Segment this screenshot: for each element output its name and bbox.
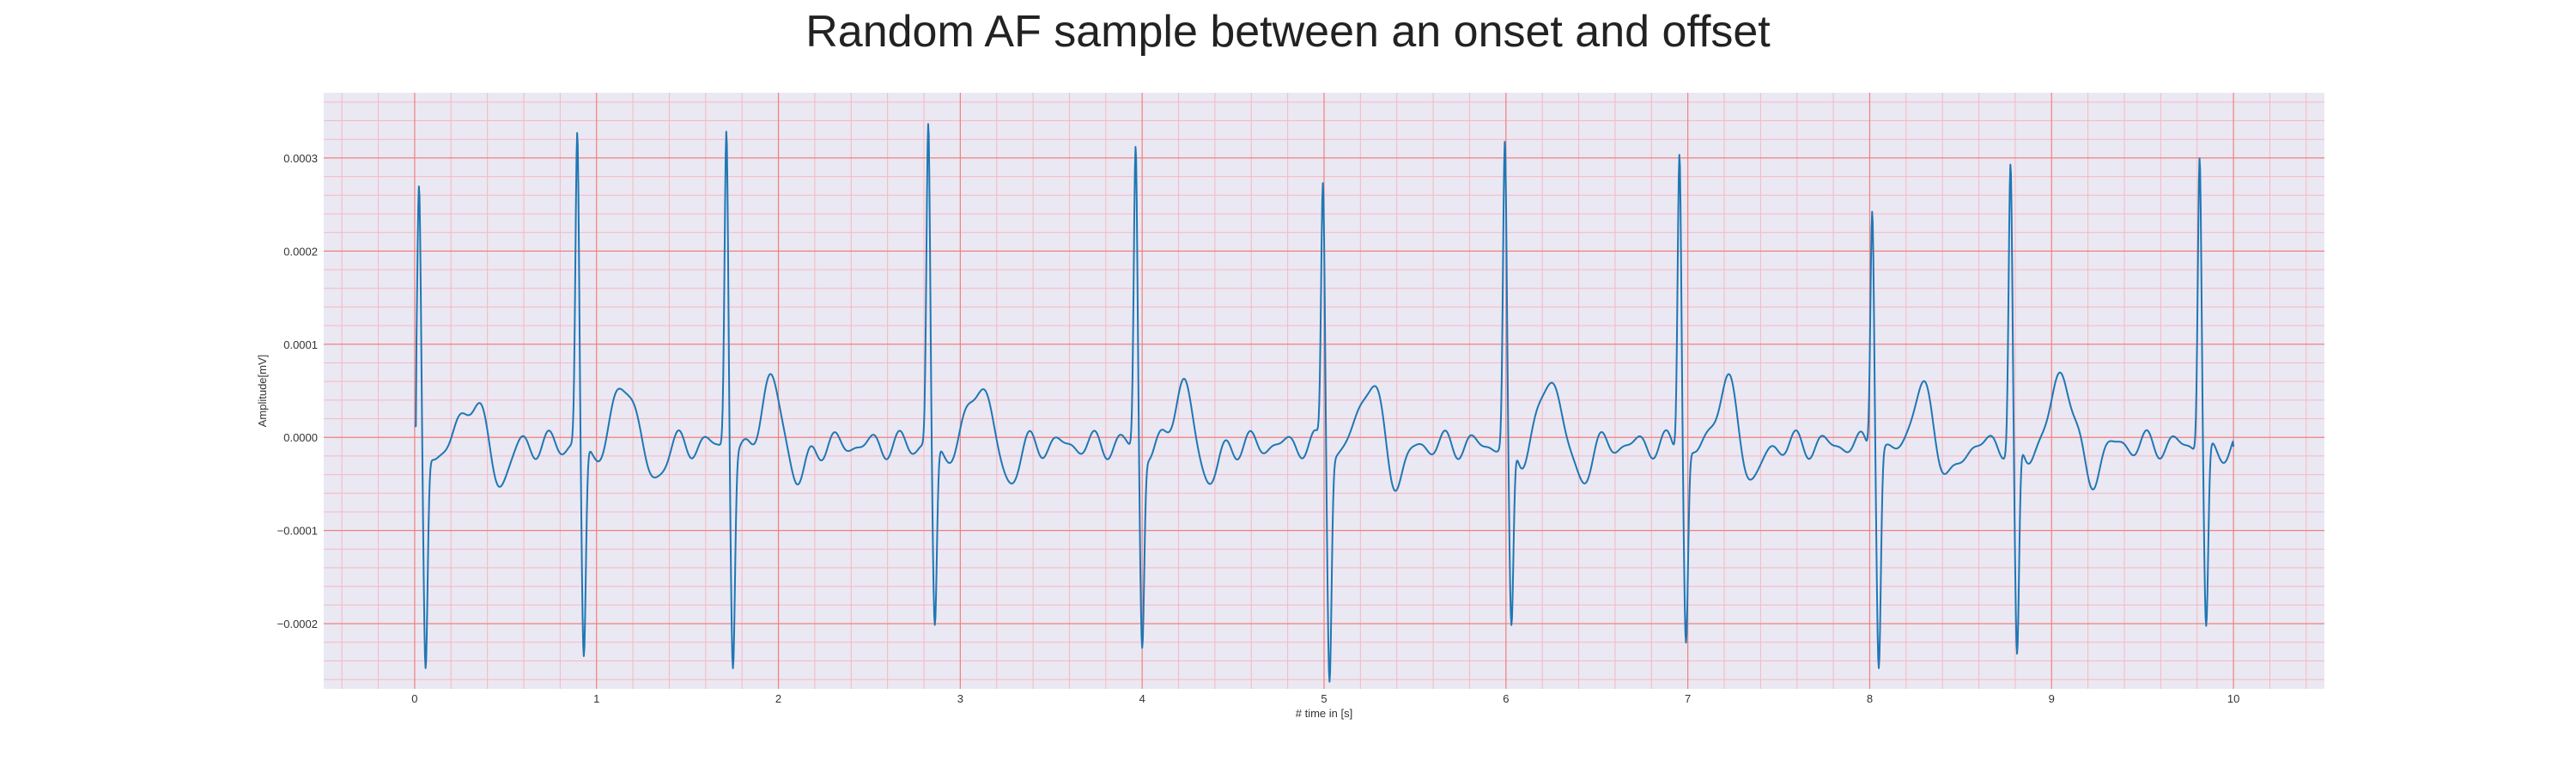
y-tick-label: 0.0000	[283, 431, 318, 444]
x-tick-label: 1	[593, 692, 599, 705]
y-tick-label: −0.0001	[277, 525, 318, 538]
x-tick-label: 6	[1503, 692, 1509, 705]
x-tick-label: 10	[2227, 692, 2239, 705]
y-axis-label: Amplitude[mV]	[256, 355, 269, 428]
y-tick-label: 0.0003	[283, 152, 318, 165]
x-tick-label: 5	[1321, 692, 1327, 705]
x-tick-label: 3	[957, 692, 963, 705]
x-tick-labels: 0 1 2 3 4 5 6 7 8 9 10	[411, 692, 2239, 705]
x-axis-label: # time in [s]	[1296, 707, 1352, 720]
y-tick-label: −0.0002	[277, 618, 318, 630]
y-tick-label: 0.0001	[283, 338, 318, 351]
major-grid	[324, 93, 2324, 689]
x-tick-label: 9	[2049, 692, 2055, 705]
x-tick-label: 4	[1139, 692, 1145, 705]
y-tick-labels: −0.0002 −0.0001 0.0000 0.0001 0.0002 0.0003	[277, 152, 318, 630]
x-tick-label: 7	[1685, 692, 1691, 705]
y-tick-label: 0.0002	[283, 245, 318, 258]
chart-title: Random AF sample between an onset and of…	[805, 7, 1771, 57]
ecg-series-line	[414, 123, 2235, 683]
x-tick-label: 2	[775, 692, 781, 705]
x-tick-label: 8	[1867, 692, 1873, 705]
x-tick-label: 0	[411, 692, 417, 705]
